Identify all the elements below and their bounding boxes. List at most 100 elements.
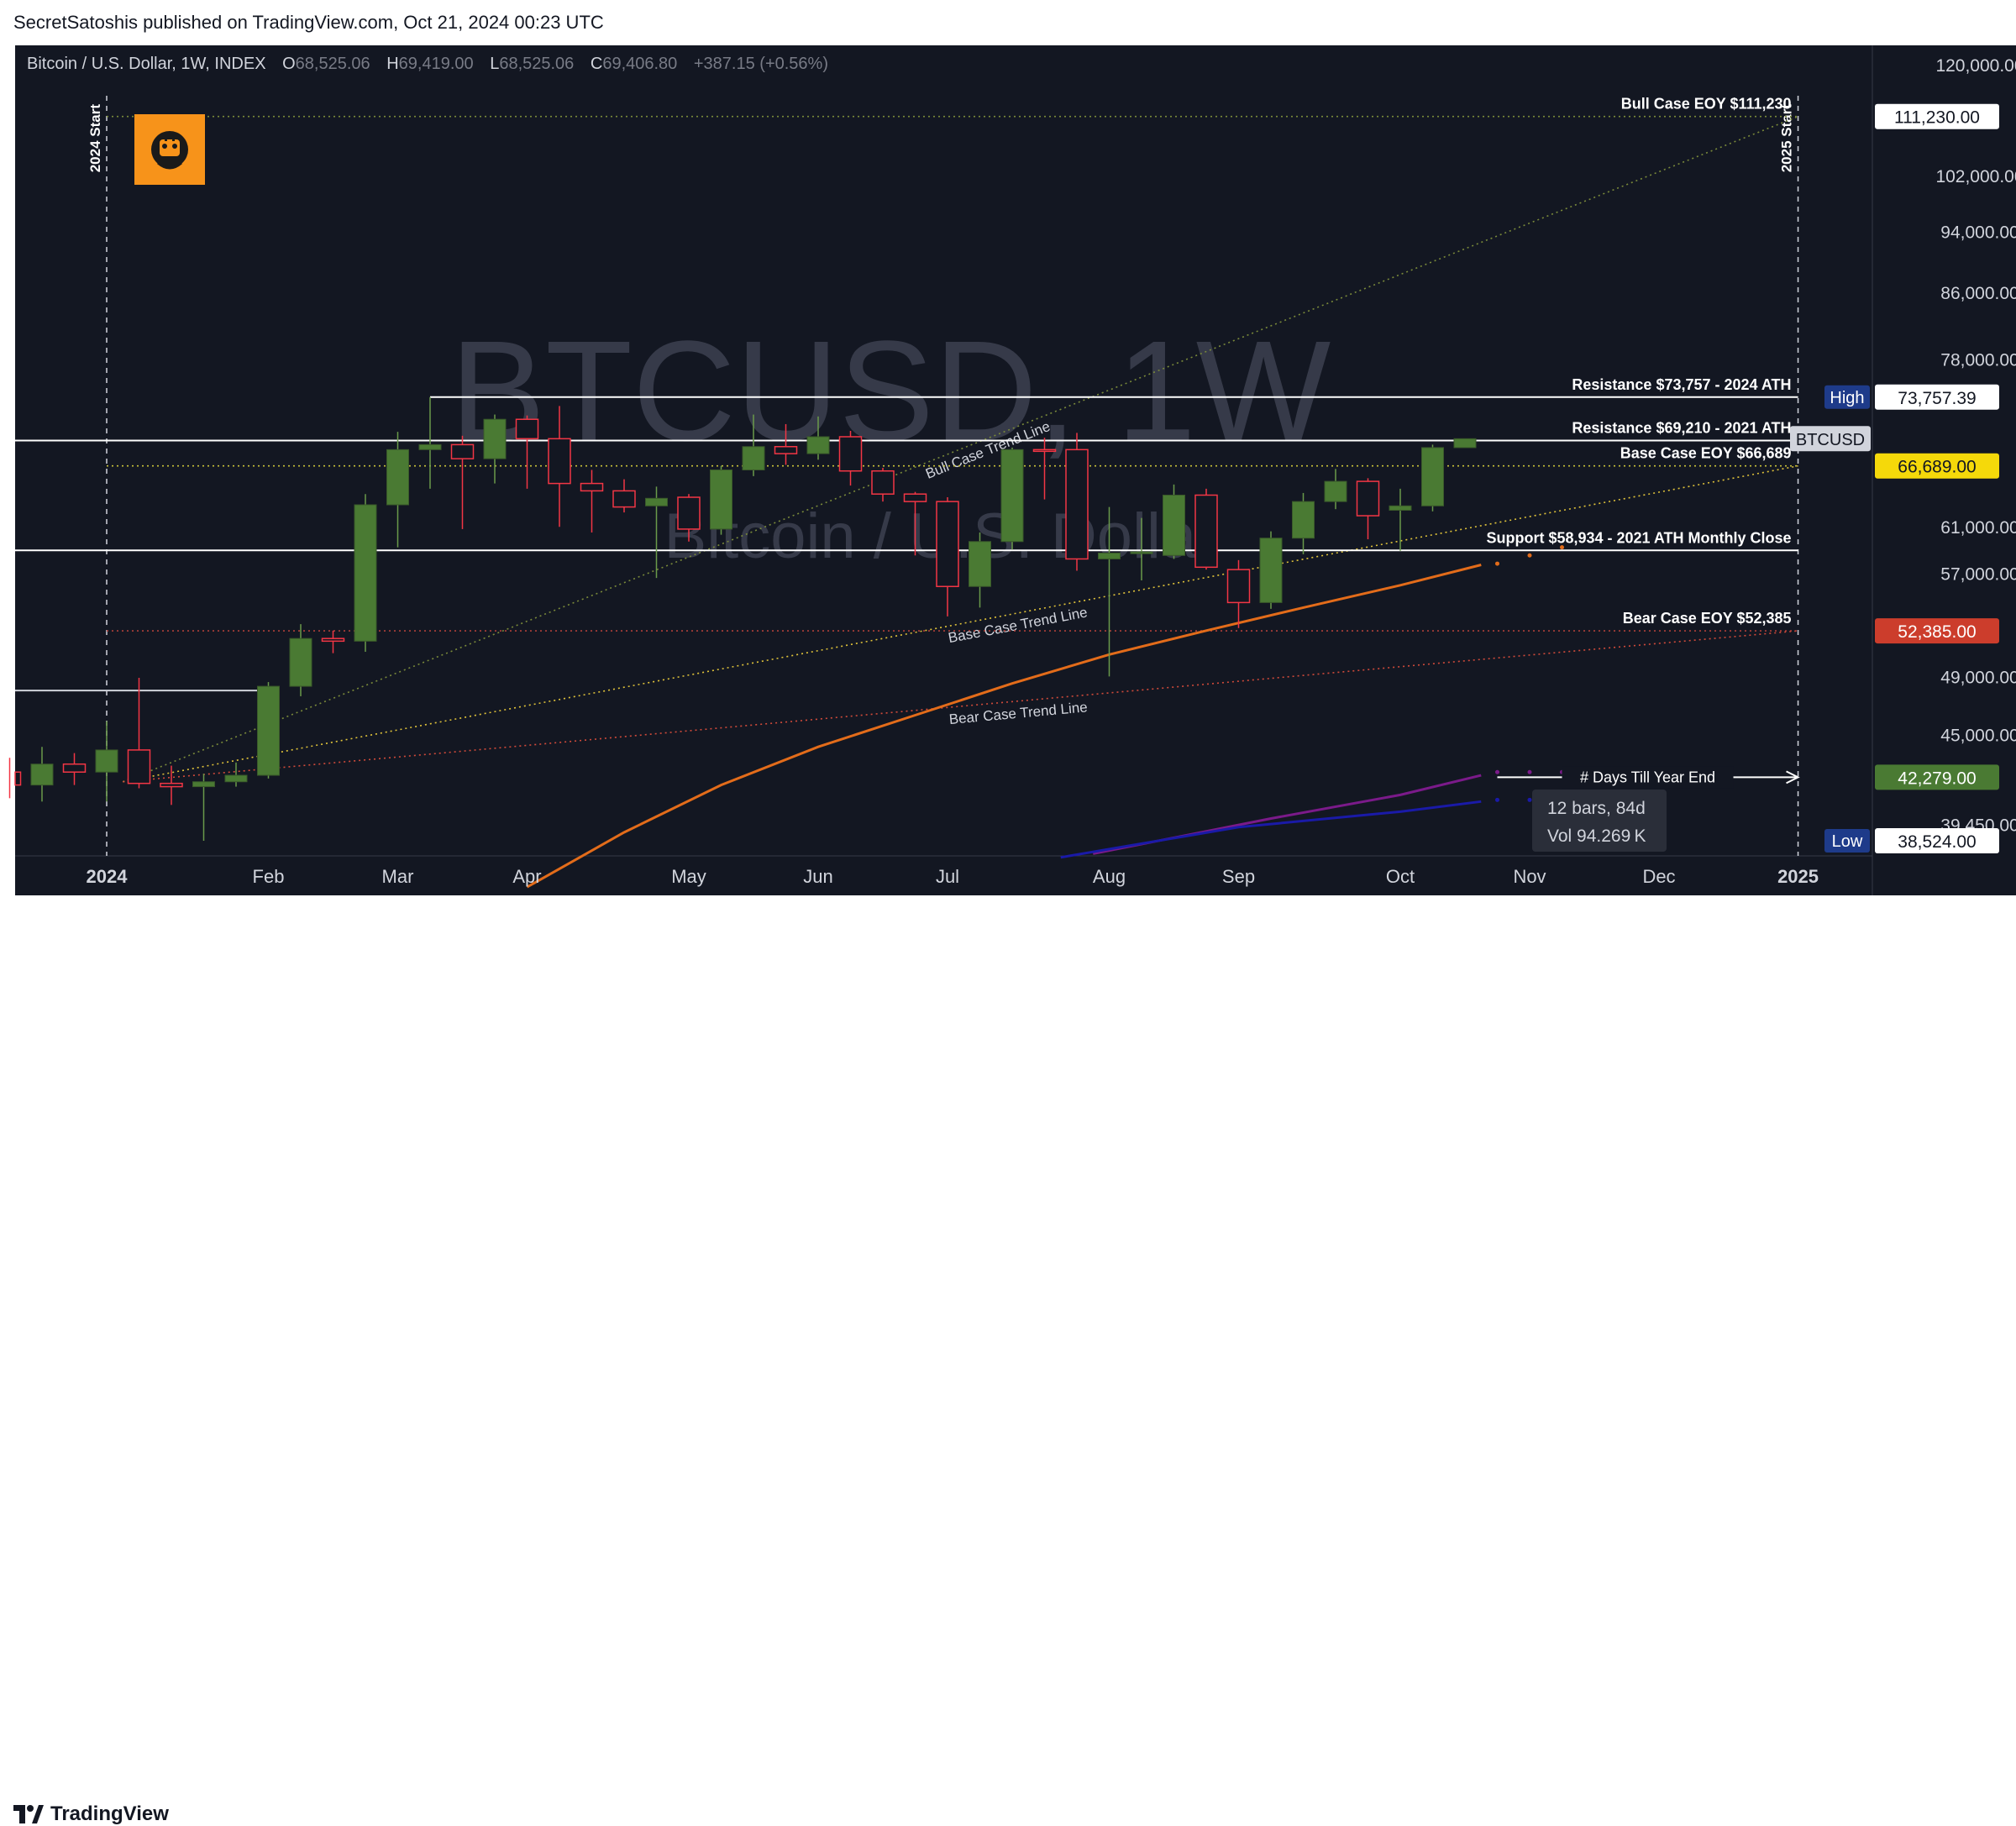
price-axis-tick: 86,000.00 [1940, 284, 2016, 303]
price-tag-bg [1875, 453, 1999, 479]
candle-body [30, 763, 54, 786]
moving-average [526, 545, 1564, 889]
price-tag: 38,524.00 [1898, 832, 1976, 852]
ma-projection-dot [1527, 553, 1532, 558]
candle-body [321, 638, 345, 643]
time-axis-tick: 2025 [1777, 866, 1819, 887]
candle-body [418, 443, 442, 450]
grid-lines [15, 45, 1873, 895]
time-axis-tick: Apr [512, 866, 541, 887]
candle-body [742, 446, 765, 470]
price-tag-bg [1875, 828, 1999, 853]
symbol-bar: Bitcoin / U.S. Dollar, 1W, INDEX O68,525… [27, 55, 828, 73]
candle-body [612, 490, 636, 508]
measure-label-bg [1562, 766, 1734, 789]
purple-projection-dot [1495, 769, 1499, 774]
candle-body [1389, 505, 1412, 511]
blue-projection-dot [1527, 797, 1532, 802]
candle-body [1130, 551, 1153, 554]
level-label: Support $58,934 - 2021 ATH Monthly Close [1486, 529, 1791, 546]
measure-arrow-icon [1786, 770, 1800, 784]
candle-body [645, 497, 668, 506]
level-label: Bull Case EOY $111,230 [1621, 96, 1792, 113]
price-axis-tick: 45,000.00 [1940, 727, 2016, 746]
trend-line [123, 464, 1798, 783]
ma-line [526, 564, 1482, 889]
svg-text:Bitcoin / U.S. Dollar, 1W, IND: Bitcoin / U.S. Dollar, 1W, INDEX O68,525… [27, 55, 828, 73]
trend-line [123, 630, 1798, 783]
symbol-tag-bg [1790, 426, 1871, 452]
time-axis[interactable]: 2024 Feb Mar Apr May Jun Jul Aug Sep Oct Nov Dec 202… [87, 866, 1819, 887]
days-till-year-end: # Days Till Year End 12 bars, 84d Vol 94.2… [1497, 766, 1800, 852]
candle-body [1324, 480, 1347, 502]
plot-area[interactable] [15, 45, 1872, 895]
side-tag-bg [1824, 829, 1870, 853]
purple-projection-dot [1527, 769, 1532, 774]
price-tag-bg [1875, 103, 1999, 129]
time-axis-tick: Sep [1222, 866, 1255, 887]
measure-label: # Days Till Year End [1580, 769, 1715, 785]
candle-body [1356, 480, 1380, 517]
price-tag: 42,279.00 [1898, 769, 1976, 788]
time-axis-tick: Oct [1386, 866, 1415, 887]
candle-body [289, 638, 312, 687]
price-tag-bg [1875, 384, 1999, 410]
symbol-tag: BTCUSD [1796, 431, 1865, 449]
bitcoin-logo [134, 114, 205, 185]
candle-body [838, 436, 863, 472]
year-markers: 2024 Start 2025 Start [87, 96, 1799, 856]
candle-body [1000, 449, 1024, 543]
blue-indicator-line [1060, 800, 1482, 859]
level-label: Base Case EOY $66,689 [1620, 445, 1792, 462]
candle-body [580, 482, 604, 492]
candle-body [1259, 538, 1283, 603]
time-axis-tick: Jun [803, 866, 832, 887]
candle-body [224, 774, 248, 783]
watermark-ticker: BTCUSD, 1W [450, 312, 1331, 471]
footer: TradingView [0, 895, 2016, 1825]
candle-body [871, 470, 895, 495]
side-tag: Low [1832, 832, 1863, 851]
time-axis-tick: Jul [936, 866, 959, 887]
candle-body [386, 449, 409, 506]
candle-body [936, 501, 959, 587]
price-tag-bg [1875, 618, 1999, 644]
candle-body [515, 418, 539, 440]
high-label: H [386, 55, 398, 73]
tradingview-logo[interactable]: TradingView [13, 1802, 169, 1826]
price-axis-tick: 102,000.00 [1935, 167, 2016, 186]
publisher-header: SecretSatoshis published on TradingView.… [0, 0, 2016, 45]
open-value: 68,525.06 [296, 55, 370, 73]
side-tag-bg [1824, 385, 1870, 409]
measure-bars: 12 bars, 84d [1547, 799, 1646, 818]
time-axis-tick: Aug [1093, 866, 1126, 887]
candle-body [1065, 449, 1089, 560]
candle-body [1226, 569, 1251, 604]
tradingview-icon [13, 1805, 44, 1823]
price-tag: 66,689.00 [1898, 458, 1976, 477]
candle-body [903, 493, 927, 502]
price-axis-tick: 78,000.00 [1940, 350, 2016, 370]
candle-body [677, 496, 701, 530]
tradingview-brand: TradingView [50, 1802, 169, 1825]
price-axis-labels: 120,000.00 102,000.00 94,000.00 86,000.00 78… [1935, 56, 2016, 836]
close-value: 69,406.80 [602, 55, 677, 73]
candle-body [969, 541, 991, 587]
candle-body [1032, 449, 1057, 453]
trend-line [122, 115, 1798, 783]
candle-body [1292, 501, 1315, 539]
candle-body [354, 504, 377, 642]
candle-body [127, 749, 151, 784]
price-chart[interactable]: BTCUSD, 1W Bitcoin / U.S. Dollar 2024 St… [0, 45, 2016, 895]
year-marker-label: 2025 Start [1779, 104, 1795, 173]
candle-body [1453, 438, 1477, 449]
candle-body [62, 763, 87, 773]
candle-body [774, 446, 798, 454]
published-text: SecretSatoshis published on TradingView.… [13, 12, 604, 33]
candle-body [806, 436, 830, 454]
symbol-title: Bitcoin / U.S. Dollar, 1W, INDEX [27, 55, 266, 73]
price-tag-bg [1875, 764, 1999, 790]
time-axis-tick: May [671, 866, 706, 887]
close-label: C [591, 55, 602, 73]
high-value: 69,419.00 [399, 55, 474, 73]
